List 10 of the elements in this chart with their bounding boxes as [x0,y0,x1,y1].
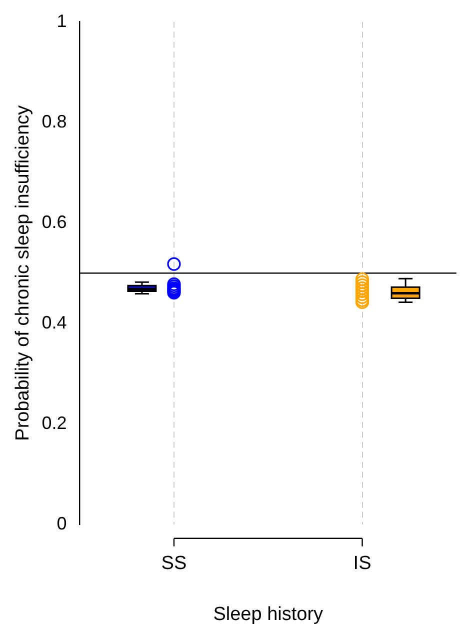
y-tick-label: 0.2 [42,412,67,433]
x-tick-label: SS [161,553,187,574]
y-tick-label: 1 [56,10,67,31]
y-tick-label: 0.6 [42,212,67,232]
y-tick-label: 0 [56,513,67,534]
x-axis-title: Sleep history [213,604,324,625]
y-tick-label: 0.4 [42,312,67,332]
y-tick-label: 0.8 [42,111,67,132]
x-tick-label: IS [353,553,372,574]
y-axis-title: Probability of chronic sleep insufficiency [12,104,34,441]
